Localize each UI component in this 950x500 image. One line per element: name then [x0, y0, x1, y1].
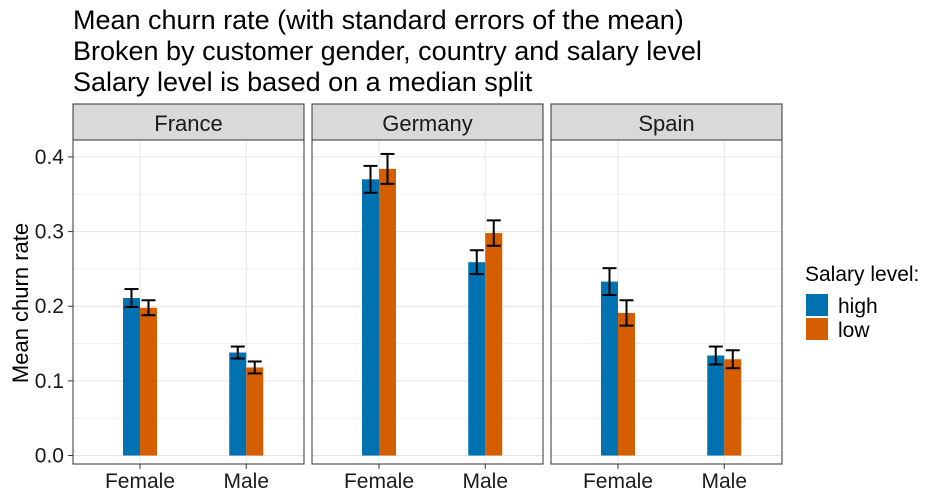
- facet-strip: [311, 103, 544, 141]
- legend-key-low: [806, 318, 828, 340]
- bar-france-female-low: [139, 307, 157, 456]
- error-bar: [708, 345, 723, 366]
- bar-france-male-high: [229, 352, 247, 456]
- chart-subtitle-line-1: Broken by customer gender, country and s…: [73, 36, 702, 66]
- facet-panel-france: France Female Male: [72, 103, 305, 493]
- x-tick-label: Male: [223, 470, 269, 493]
- y-axis-title: Mean churn rate: [8, 223, 33, 383]
- bar-france-female-high: [122, 298, 140, 456]
- bar-germany-male-high: [468, 262, 486, 456]
- chart-title-block: Mean churn rate (with standard errors of…: [73, 5, 702, 97]
- bar-spain-female-low: [617, 312, 635, 456]
- bar-germany-female-high: [361, 179, 379, 456]
- error-bar: [380, 152, 395, 185]
- x-tick-label: Female: [105, 470, 175, 493]
- x-tick-label: Female: [344, 470, 414, 493]
- x-tick-label: Male: [462, 470, 508, 493]
- panel-border: [550, 139, 783, 465]
- error-bar: [469, 249, 484, 276]
- y-tick-label: 0.4: [35, 146, 65, 169]
- error-bar: [486, 219, 501, 247]
- legend-label-low: low: [838, 319, 870, 342]
- error-bar: [363, 164, 378, 194]
- error-bar: [725, 349, 740, 370]
- plot-background: [551, 140, 782, 464]
- chart-subtitle-line-2: Salary level is based on a median split: [73, 67, 533, 97]
- legend-key-high: [806, 294, 828, 316]
- facet-strip: [550, 103, 783, 141]
- bar-spain-female-high: [600, 281, 618, 456]
- bar-france-male-low: [246, 367, 264, 456]
- chart-title: Mean churn rate (with standard errors of…: [73, 5, 684, 35]
- error-bar: [230, 345, 245, 360]
- facet-strip-label: Germany: [382, 111, 472, 136]
- bar-germany-female-low: [378, 168, 396, 456]
- facet-strip-label: Spain: [638, 111, 694, 136]
- facet-panel-germany: Germany Female Male: [311, 103, 544, 493]
- bar-spain-male-high: [707, 355, 725, 456]
- error-bar: [141, 299, 156, 317]
- y-tick-label: 0.3: [35, 221, 64, 244]
- panel-border: [311, 139, 544, 465]
- error-bar: [619, 299, 634, 327]
- bar-germany-male-low: [485, 233, 503, 456]
- legend-title: Salary level:: [805, 263, 919, 286]
- facet-strip-label: France: [154, 111, 222, 136]
- facet-panels: France Female Male Germany Female Male Spain Fe…: [72, 103, 783, 493]
- error-bar: [247, 360, 262, 375]
- legend-label-high: high: [838, 295, 878, 318]
- plot-background: [312, 140, 543, 464]
- y-axis: 0.0 0.1 0.2 0.3 0.4: [35, 146, 73, 468]
- y-tick-label: 0.1: [35, 370, 64, 393]
- plot-background: [73, 140, 304, 464]
- y-tick-label: 0.2: [35, 295, 64, 318]
- error-bar: [602, 267, 617, 297]
- panel-border: [72, 139, 305, 465]
- x-tick-label: Male: [701, 470, 747, 493]
- y-tick-label: 0.0: [35, 445, 64, 468]
- error-bar: [124, 288, 139, 308]
- facet-strip: [72, 103, 305, 141]
- bar-spain-male-low: [724, 359, 742, 456]
- x-tick-label: Female: [583, 470, 653, 493]
- facet-panel-spain: Spain Female Male: [550, 103, 783, 493]
